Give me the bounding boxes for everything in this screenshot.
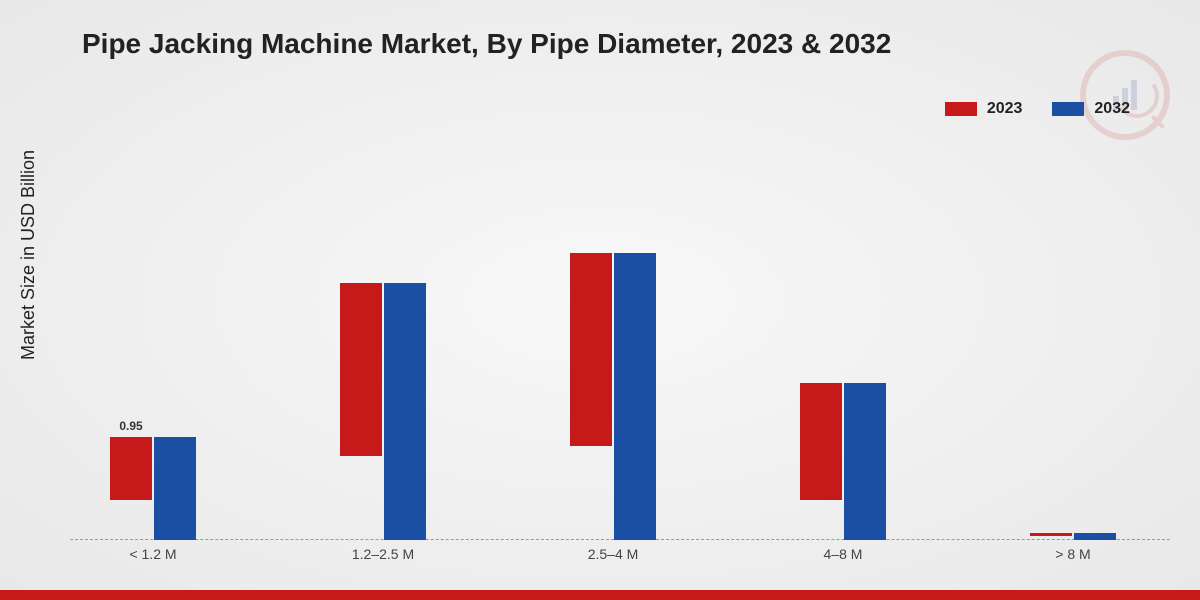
x-axis-label: > 8 M xyxy=(1055,546,1090,562)
bar-group: 1.2–2.5 M xyxy=(340,283,426,540)
x-axis-label: < 1.2 M xyxy=(129,546,176,562)
x-axis-label: 1.2–2.5 M xyxy=(352,546,414,562)
bar-2023-1 xyxy=(340,283,382,456)
bar-group: 2.5–4 M xyxy=(570,253,656,540)
x-axis-label: 2.5–4 M xyxy=(588,546,639,562)
legend-swatch-2032 xyxy=(1052,102,1084,116)
bar-2023-3 xyxy=(800,383,842,500)
bar-2032-1 xyxy=(384,283,426,540)
y-axis-label: Market Size in USD Billion xyxy=(18,150,39,360)
bar-value-label: 0.95 xyxy=(119,419,142,433)
bar-2032-2 xyxy=(614,253,656,540)
legend-item-2023: 2023 xyxy=(945,100,1023,118)
chart-container: Pipe Jacking Machine Market, By Pipe Dia… xyxy=(0,0,1200,600)
bar-2032-3 xyxy=(844,383,886,540)
legend-label-2023: 2023 xyxy=(987,100,1023,118)
bar-2023-4 xyxy=(1030,533,1072,536)
bar-2023-0: 0.95 xyxy=(110,437,152,500)
footer-accent-bar xyxy=(0,590,1200,600)
bar-group: > 8 M xyxy=(1030,533,1116,540)
x-axis-label: 4–8 M xyxy=(824,546,863,562)
plot-area: 0.95< 1.2 M 1.2–2.5 M 2.5–4 M 4–8 M > 8 M xyxy=(70,140,1170,540)
bar-2032-0 xyxy=(154,437,196,540)
bar-group: 4–8 M xyxy=(800,383,886,540)
brand-logo xyxy=(1080,50,1170,140)
legend-swatch-2023 xyxy=(945,102,977,116)
bar-2023-2 xyxy=(570,253,612,446)
legend: 2023 2032 xyxy=(945,100,1130,118)
legend-item-2032: 2032 xyxy=(1052,100,1130,118)
legend-label-2032: 2032 xyxy=(1094,100,1130,118)
chart-title: Pipe Jacking Machine Market, By Pipe Dia… xyxy=(82,28,891,60)
bar-2032-4 xyxy=(1074,533,1116,540)
bar-group: 0.95< 1.2 M xyxy=(110,437,196,540)
